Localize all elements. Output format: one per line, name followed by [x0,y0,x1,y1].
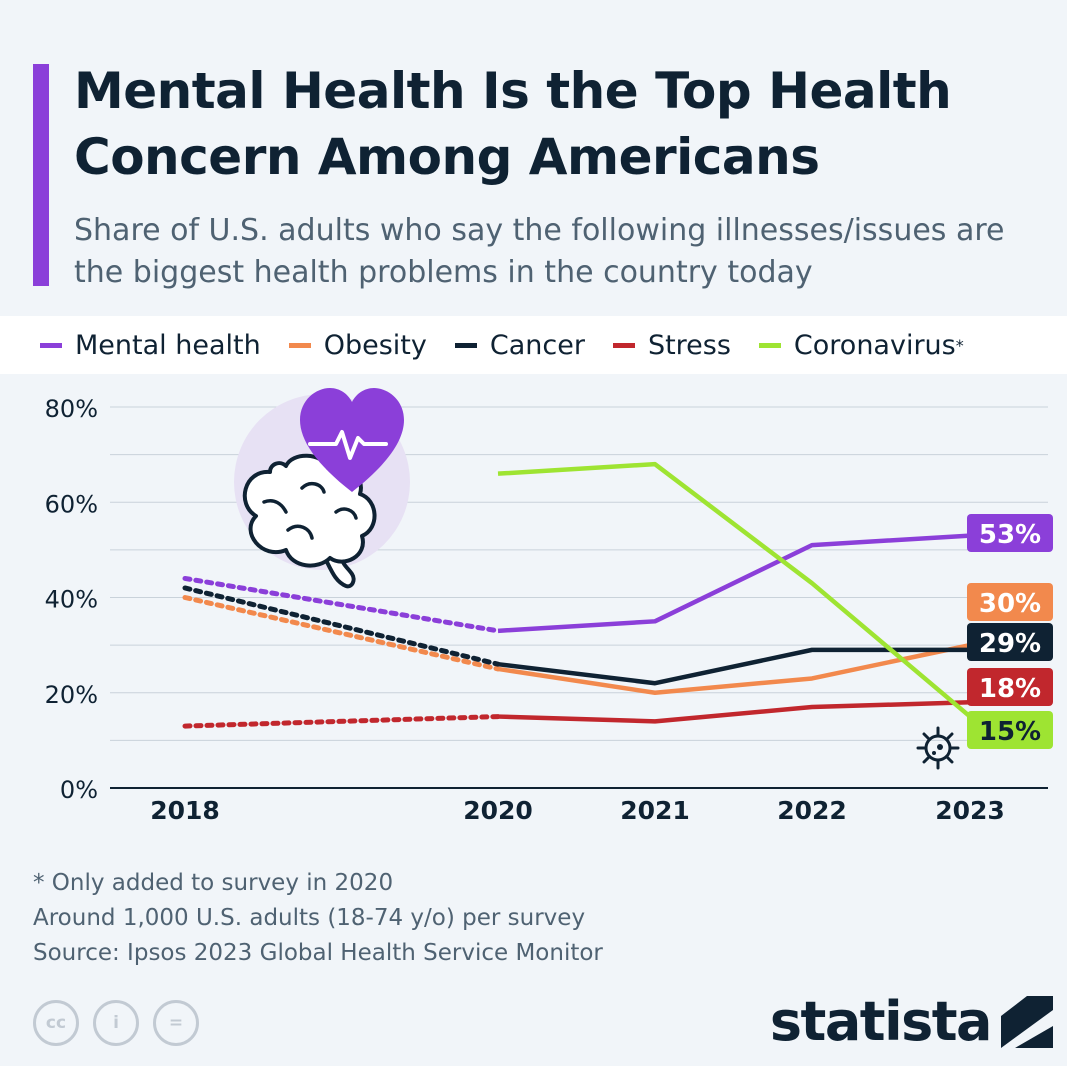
chart-subtitle: Share of U.S. adults who say the followi… [74,213,1005,290]
legend-label: Mental health [75,329,261,361]
y-tick-label: 80% [45,395,98,423]
virus-icon [916,726,960,770]
legend-item-mental-health: Mental health [40,330,261,361]
series-line-obesity [497,642,971,695]
y-tick-label: 0% [60,776,98,804]
legend-label: Obesity [323,329,427,361]
end-label-mental-health: 53% [967,514,1053,552]
statista-mark-icon [1001,995,1053,1048]
legend-item-obesity: Obesity [288,329,427,361]
series-dotted-stress [182,714,501,729]
end-label-text: 30% [979,589,1041,619]
legend-swatch [612,342,635,348]
x-tick-label: 2021 [620,796,690,825]
heartbeat-icon [308,430,388,460]
statista-wordmark: statista [769,990,993,1053]
x-tick-label: 2018 [150,796,220,825]
legend-band [0,316,1067,374]
end-label-text: 15% [979,717,1041,747]
heart-icon [300,388,404,492]
end-label-badge [967,514,1053,552]
series-line-stress [497,700,971,724]
series-dotted-mental-health [182,575,501,634]
brain-icon [242,453,377,589]
legend-label: Coronavirus [793,329,956,361]
series-dotted-cancer [182,585,501,667]
license-icons: cc i = [33,1000,199,1046]
axes: 0% 20% 40% 60% 80% 2018 2020 2021 2022 2023 [45,395,1005,825]
x-tick-label: 2022 [777,796,847,825]
legend-item-coronavirus: Coronavirus * [758,329,964,361]
end-label-coronavirus: 15% [967,711,1053,749]
y-tick-label: 20% [45,681,98,709]
end-label-badge [967,623,1053,661]
accent-bar [33,64,49,286]
footnotes: * Only added to survey in 2020 Around 1,… [33,866,603,971]
no-derivatives-icon[interactable]: = [153,1000,199,1046]
legend-label: Stress [647,329,731,361]
end-label-stress: 18% [967,668,1053,706]
legend-item-cancer: Cancer [454,329,585,361]
series-line-coronavirus [497,461,972,719]
end-label-text: 18% [979,674,1041,704]
footnote-sample: Around 1,000 U.S. adults (18-74 y/o) per… [33,905,586,931]
line-chart: 53% 30% 29% 18% 15% 0% 20% 40% 60% 80% 2018 2020 20… [45,388,1053,825]
series-lines [182,461,972,729]
end-label-badge [967,711,1053,749]
series-dotted-obesity [182,595,501,672]
end-label-badge [967,668,1053,706]
x-tick-label: 2020 [463,796,533,825]
legend-footnote-marker: * [955,335,964,355]
end-label-text: 29% [979,629,1041,659]
end-labels: 53% 30% 29% 18% 15% [967,514,1053,749]
legend-swatch [40,342,62,348]
creative-commons-icon[interactable]: cc [33,1000,79,1046]
brain-heart-illustration [234,388,410,589]
statista-logo[interactable]: statista [770,990,1053,1053]
chart-title: Mental Health Is the Top Health Concern … [74,62,952,186]
attribution-icon[interactable]: i [93,1000,139,1046]
legend-swatch [288,342,311,348]
series-line-mental-health [497,533,971,634]
legend: Mental health Obesity Cancer Stress Coro… [40,322,992,368]
x-tick-label: 2023 [935,796,1005,825]
end-label-obesity: 30% [967,583,1053,621]
end-label-badge [967,583,1053,621]
legend-swatch [758,342,781,348]
y-tick-label: 40% [45,586,98,614]
end-label-text: 53% [979,520,1041,550]
brain-fold-icon [262,481,358,540]
y-tick-label: 60% [45,490,98,518]
legend-swatch [454,342,477,348]
footnote-coronavirus: * Only added to survey in 2020 [33,870,394,896]
legend-label: Cancer [489,329,585,361]
end-label-cancer: 29% [967,623,1053,661]
legend-item-stress: Stress [612,329,731,361]
footnote-source: Source: Ipsos 2023 Global Health Service… [33,940,603,966]
